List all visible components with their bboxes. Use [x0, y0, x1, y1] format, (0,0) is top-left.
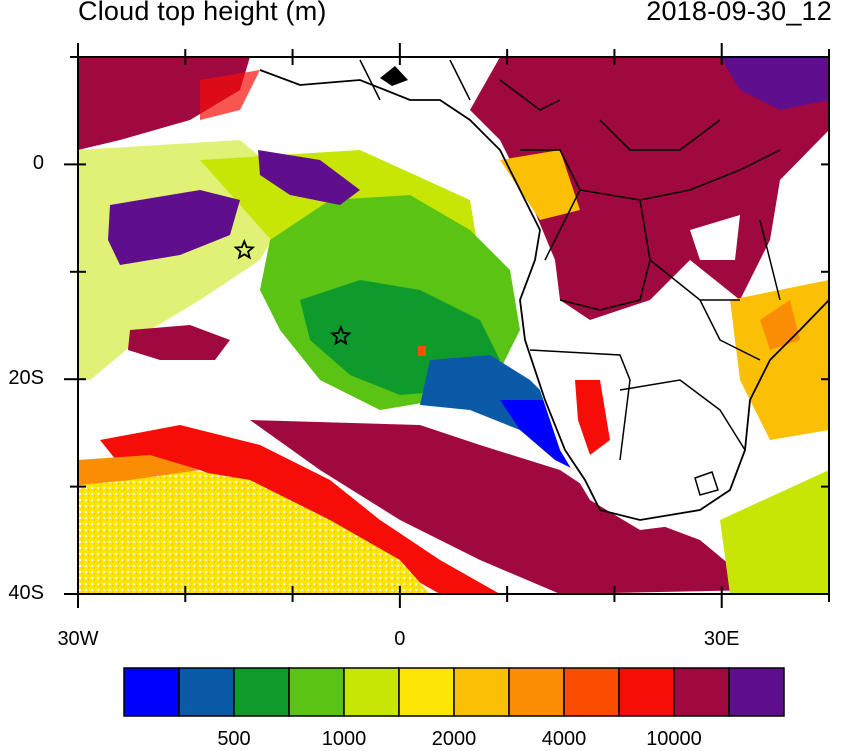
colorbar-swatch — [123, 667, 180, 717]
colorbar-swatch — [618, 667, 675, 717]
map-datetime: 2018-09-30_12 — [646, 0, 832, 26]
map-frame — [77, 56, 830, 595]
colorbar-swatch — [563, 667, 620, 717]
colorbar-swatch — [233, 667, 290, 717]
axis-ticks — [64, 43, 830, 608]
southern-high-cloud-band — [250, 420, 760, 594]
x-tick-label: 0 — [394, 628, 406, 650]
colorbar-label: 500 — [217, 728, 251, 750]
blue-low-cloud — [500, 400, 575, 470]
southern-low-cloud — [78, 465, 430, 594]
deep-convection — [258, 150, 360, 205]
colorbar-label: 2000 — [431, 728, 477, 750]
x-tick-label: 30E — [703, 628, 740, 650]
colorbar-swatch — [673, 667, 730, 717]
colorbar-swatch — [398, 667, 455, 717]
coastline — [259, 69, 829, 521]
continental-convection — [470, 57, 829, 320]
y-tick-label: 40S — [8, 582, 44, 604]
star-marker-icon — [330, 324, 352, 346]
y-tick-label: 0 — [32, 152, 44, 175]
map-title: Cloud top height (m) — [78, 0, 327, 26]
star-marker-icon — [233, 238, 256, 260]
deep-convection — [108, 190, 240, 265]
y-tick-label: 20S — [8, 367, 44, 390]
colorbar-swatch — [288, 667, 345, 717]
colorbar-swatch — [178, 667, 235, 717]
colorbar-swatch — [508, 667, 565, 717]
cloud-field — [78, 57, 829, 594]
colorbar-swatch — [343, 667, 400, 717]
colorbar-label: 1000 — [321, 728, 367, 750]
colorbar-swatch — [728, 667, 785, 717]
station-markers — [233, 238, 352, 346]
lesotho — [694, 471, 719, 496]
colorbar-swatch — [453, 667, 510, 717]
colorbar-label: 4000 — [541, 728, 587, 750]
deep-convection — [128, 325, 230, 360]
x-tick-label: 30W — [57, 628, 99, 650]
country-borders — [359, 59, 781, 461]
continental-clear — [520, 320, 760, 530]
colorbar-label: 10000 — [646, 728, 702, 750]
